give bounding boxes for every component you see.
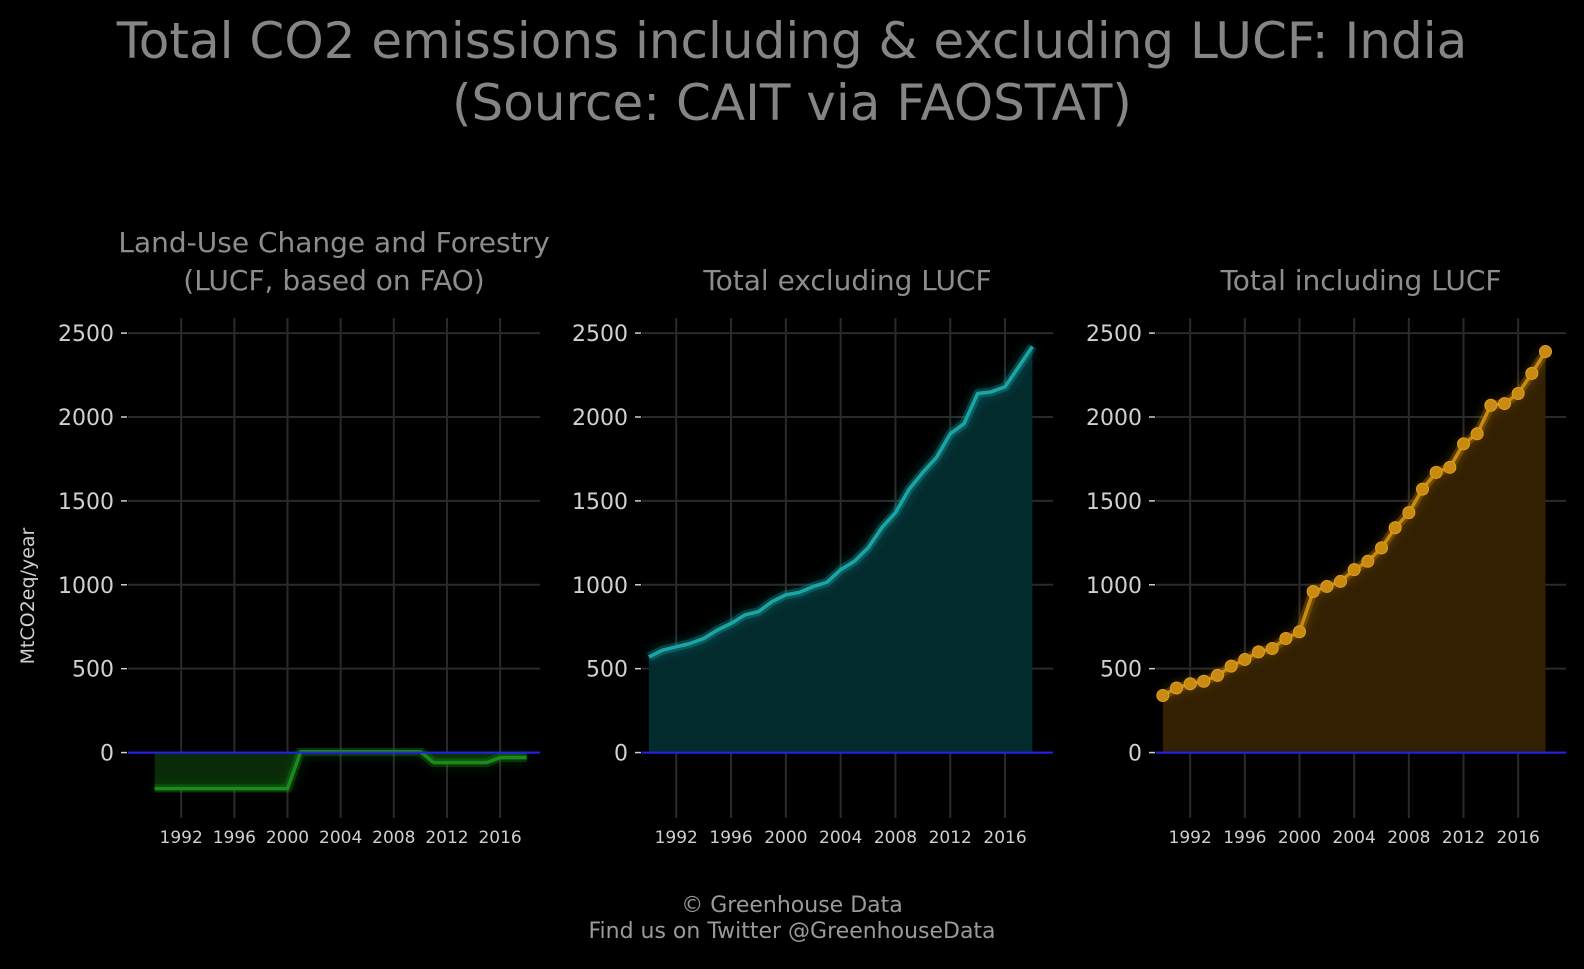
y-tick-label: 1000: [572, 574, 628, 599]
data-point: [1361, 554, 1375, 568]
x-tick-label: 2008: [874, 828, 917, 848]
y-tick-label: 500: [586, 658, 628, 683]
data-point: [1388, 521, 1402, 535]
data-point: [1484, 398, 1498, 412]
data-point: [1197, 674, 1211, 688]
y-tick-label: 1500: [572, 490, 628, 515]
y-tick-label: 2500: [572, 322, 628, 347]
series-line: [648, 345, 1034, 659]
data-point: [1170, 681, 1183, 695]
x-tick-label: 1992: [160, 828, 203, 848]
x-tick-label: 1996: [709, 828, 752, 848]
data-point: [1375, 541, 1388, 555]
data-point: [1443, 460, 1457, 474]
y-axis-label: MtCO2eq/year: [17, 527, 39, 664]
y-tick-label: 0: [614, 742, 628, 767]
x-tick-label: 1996: [1223, 828, 1266, 848]
x-tick-label: 1996: [213, 828, 256, 848]
panel-title-line: Land-Use Change and Forestry: [118, 226, 549, 259]
y-tick-label: 2500: [1086, 322, 1142, 347]
data-point: [1539, 345, 1552, 359]
y-tick-label: 0: [1128, 742, 1142, 767]
y-tick-label: 2000: [572, 406, 628, 431]
footer-credit: © Greenhouse Data Find us on Twitter @Gr…: [0, 893, 1584, 945]
data-point: [1320, 579, 1334, 593]
series-area: [648, 346, 1033, 753]
panel-title-line: Total excluding LUCF: [702, 264, 991, 297]
x-tick-label: 2000: [764, 828, 807, 848]
data-point: [1511, 387, 1525, 401]
x-tick-label: 2016: [983, 828, 1026, 848]
chart-title-line-2: (Source: CAIT via FAOSTAT): [452, 74, 1132, 132]
x-tick-label: 2004: [319, 828, 362, 848]
chart-title-line-1: Total CO2 emissions including & excludin…: [116, 12, 1468, 70]
y-tick-label: 500: [1100, 658, 1142, 683]
data-point: [1416, 482, 1429, 496]
x-tick-label: 2008: [1387, 828, 1430, 848]
x-tick-label: 2008: [372, 828, 415, 848]
data-point: [1347, 563, 1361, 577]
y-tick-label: 1500: [58, 490, 114, 515]
y-tick-label: 1500: [1086, 490, 1142, 515]
x-tick-label: 2016: [1497, 828, 1540, 848]
x-tick-label: 2012: [425, 828, 468, 848]
x-tick-label: 2012: [929, 828, 972, 848]
y-tick-label: 1000: [1086, 574, 1142, 599]
data-point: [1293, 625, 1306, 639]
x-tick-label: 2000: [266, 828, 309, 848]
y-tick-label: 2000: [58, 406, 114, 431]
x-tick-label: 2004: [819, 828, 862, 848]
x-tick-label: 2016: [478, 828, 521, 848]
x-tick-label: 2004: [1333, 828, 1376, 848]
y-tick-label: 2000: [1086, 406, 1142, 431]
data-point: [1238, 652, 1252, 666]
x-tick-label: 2012: [1442, 828, 1485, 848]
chart-panel-1: Land-Use Change and Forestry (LUCF, based…: [17, 226, 550, 848]
y-tick-label: 0: [100, 742, 114, 767]
data-point: [1429, 465, 1443, 479]
x-tick-label: 1992: [1169, 828, 1212, 848]
data-point: [1525, 366, 1539, 380]
data-point: [1306, 584, 1320, 598]
footer-copyright: © Greenhouse Data: [681, 893, 903, 918]
panel-title-line: (LUCF, based on FAO): [183, 264, 484, 297]
data-point: [1211, 668, 1224, 682]
data-point: [1279, 631, 1293, 645]
y-tick-label: 2500: [58, 322, 114, 347]
chart-panel-3: Total including LUCF 0 500 1000 1500 2000 2500…: [1086, 264, 1566, 848]
data-point: [1470, 427, 1484, 441]
data-point: [1265, 642, 1279, 656]
data-point: [1402, 506, 1416, 520]
chart-main-title: Total CO2 emissions including & excludin…: [0, 10, 1584, 134]
data-point: [1156, 689, 1170, 703]
x-tick-label: 1992: [655, 828, 698, 848]
data-point: [1183, 677, 1197, 691]
data-point: [1252, 645, 1265, 659]
data-point: [1457, 437, 1470, 451]
chart-panel-2: Total excluding LUCF 0 500 1000 1500 2000 2500…: [572, 264, 1053, 848]
footer-twitter: Find us on Twitter @GreenhouseData: [588, 919, 996, 944]
data-point: [1224, 659, 1238, 673]
y-tick-label: 1000: [58, 574, 114, 599]
panel-title-line: Total including LUCF: [1219, 264, 1501, 297]
data-point: [1498, 397, 1511, 411]
y-tick-label: 500: [72, 658, 114, 683]
data-point: [1334, 574, 1347, 588]
x-tick-label: 2000: [1278, 828, 1321, 848]
